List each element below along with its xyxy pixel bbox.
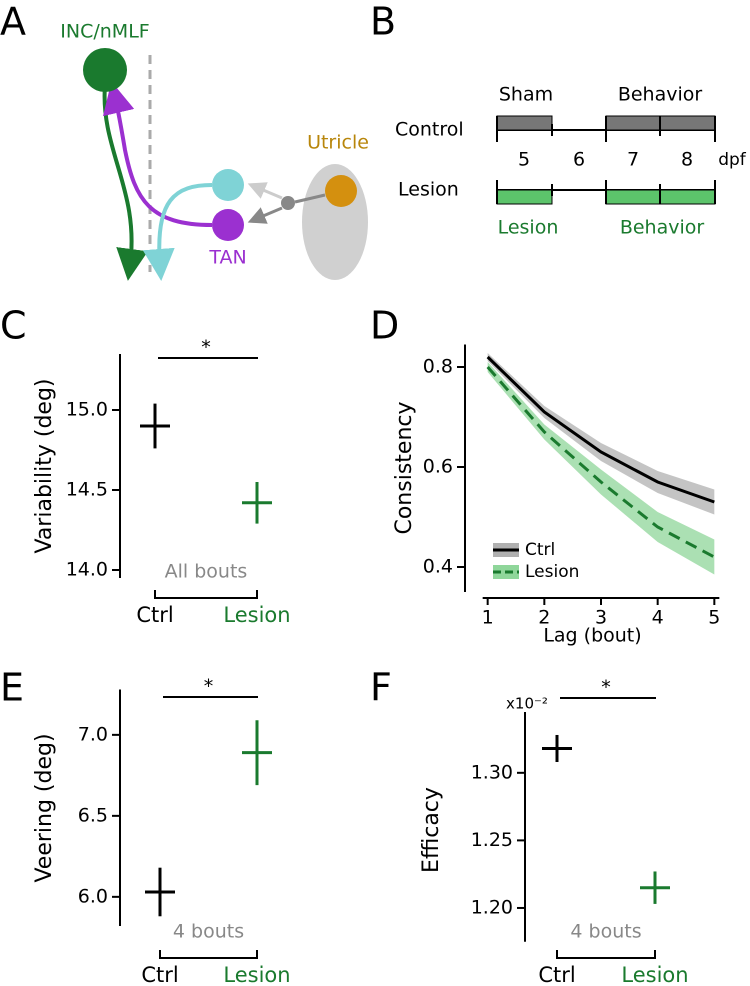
- series-line: [486, 355, 715, 504]
- x-tick-label: 4: [652, 607, 664, 629]
- row-label: Behavior: [618, 84, 703, 106]
- panel-letter: B: [370, 0, 396, 44]
- y-tick-label: 1.30: [471, 761, 513, 783]
- row-name: Control: [395, 119, 464, 141]
- significance: *: [204, 676, 214, 698]
- y-tick-label: 15.0: [66, 399, 108, 421]
- significance: *: [601, 677, 611, 699]
- ci-band: [487, 362, 715, 575]
- row-label: Behavior: [620, 217, 705, 239]
- panel-letter: A: [0, 0, 26, 44]
- timeline: Sham Behavior Control Lesion 5 6 7 8 dpf…: [395, 84, 747, 239]
- row-name: Lesion: [398, 179, 459, 201]
- day-label: 8: [681, 149, 693, 171]
- x-tick-label: Ctrl: [136, 603, 173, 627]
- cyan-axon: [142, 183, 213, 281]
- behavior-box: [659, 115, 716, 131]
- panel-letter: E: [0, 666, 24, 710]
- day-label: 7: [627, 149, 639, 171]
- behavior-box: [659, 189, 716, 205]
- x-tick-label: Lesion: [223, 963, 290, 986]
- node-label: Utricle: [307, 132, 369, 154]
- y-tick-label: 1.20: [471, 896, 513, 918]
- row-label: Sham: [499, 84, 553, 106]
- behavior-box: [605, 189, 661, 205]
- y-axis-label: Consistency: [392, 401, 417, 534]
- x-tick-label: Ctrl: [538, 963, 575, 986]
- y-tick-label: 0.4: [423, 556, 453, 578]
- y-axis-label: Variability (deg): [32, 378, 57, 553]
- x-bracket: [159, 950, 258, 959]
- y-tick-label: 1.25: [471, 829, 513, 851]
- panel-letter: F: [370, 666, 392, 710]
- y-tick-label: 6.5: [78, 804, 108, 826]
- utricle-node: [325, 175, 357, 207]
- x-bracket: [154, 590, 258, 599]
- x-tick-label: Ctrl: [141, 963, 178, 986]
- note: All bouts: [165, 561, 248, 583]
- connector: [294, 193, 326, 204]
- y-axis-label: Efficacy: [419, 787, 444, 873]
- x-tick-label: 2: [538, 607, 550, 629]
- note: 4 bouts: [173, 921, 244, 943]
- x-tick-label: Lesion: [621, 963, 688, 986]
- arrow: [247, 182, 283, 200]
- purple-axon: [103, 81, 213, 227]
- significance: *: [201, 337, 211, 359]
- x-tick-label: Lesion: [223, 603, 290, 627]
- x-axis-label: Lag (bout): [543, 625, 641, 647]
- y-tick-label: 6.0: [78, 885, 108, 907]
- x-tick-label: 3: [595, 607, 607, 629]
- note: 4 bouts: [570, 921, 641, 943]
- x-tick-label: 1: [482, 607, 494, 629]
- x-tick-label: 5: [708, 607, 720, 629]
- lesion-box: [496, 189, 553, 205]
- day-label: 6: [573, 149, 585, 171]
- sham-box: [496, 115, 553, 131]
- diagram: INC/nMLF TAN Utricle: [60, 21, 369, 281]
- timeline-ticks: [496, 116, 716, 204]
- behavior-box: [605, 115, 661, 131]
- legend-label: Ctrl: [525, 540, 555, 560]
- scale-label: x10⁻²: [506, 695, 548, 713]
- y-tick-label: 0.8: [423, 356, 453, 378]
- y-tick-label: 14.5: [66, 479, 108, 501]
- relay-node: [281, 196, 295, 210]
- unit-label: dpf: [718, 150, 747, 170]
- y-tick-label: 7.0: [78, 723, 108, 745]
- tan-node: [212, 209, 244, 241]
- panel-letter: C: [0, 304, 27, 348]
- series-line: [486, 366, 716, 559]
- ci-band: [487, 353, 715, 515]
- row-label: Lesion: [498, 217, 559, 239]
- y-axis-label: Veering (deg): [32, 733, 57, 882]
- legend-label: Lesion: [525, 562, 579, 582]
- arrow: [247, 206, 283, 224]
- inc-node: [83, 48, 127, 92]
- node-label: INC/nMLF: [60, 21, 149, 43]
- node-label: TAN: [208, 247, 246, 269]
- day-label: 5: [518, 149, 530, 171]
- y-tick-label: 14.0: [66, 559, 108, 581]
- cyan-node: [212, 169, 244, 201]
- panel-letter: D: [370, 304, 399, 348]
- x-bracket: [556, 950, 656, 959]
- y-tick-label: 0.6: [423, 456, 453, 478]
